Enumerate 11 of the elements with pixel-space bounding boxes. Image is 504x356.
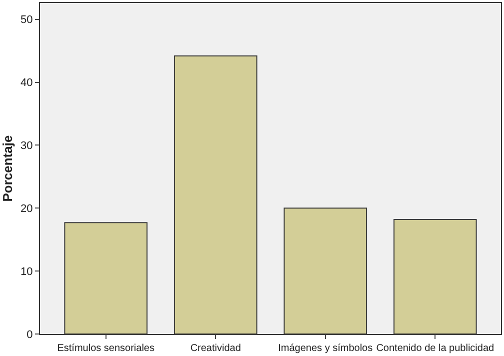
y-tick-label: 10 <box>20 266 33 278</box>
x-tick-label: Imágenes y símbolos <box>278 343 373 354</box>
x-tick-label: Estímulos sensoriales <box>57 343 154 354</box>
y-axis-title: Porcentaje <box>0 135 15 202</box>
x-tick-label: Creatividad <box>190 343 241 354</box>
y-tick-label: 40 <box>20 77 33 90</box>
y-tick-label: 20 <box>20 202 33 215</box>
y-tick-label: 30 <box>20 140 33 152</box>
x-tick-label: Contenido de la publicidad <box>376 343 494 354</box>
y-tick-label: 50 <box>20 14 33 26</box>
y-tick-label: 0 <box>26 328 33 341</box>
